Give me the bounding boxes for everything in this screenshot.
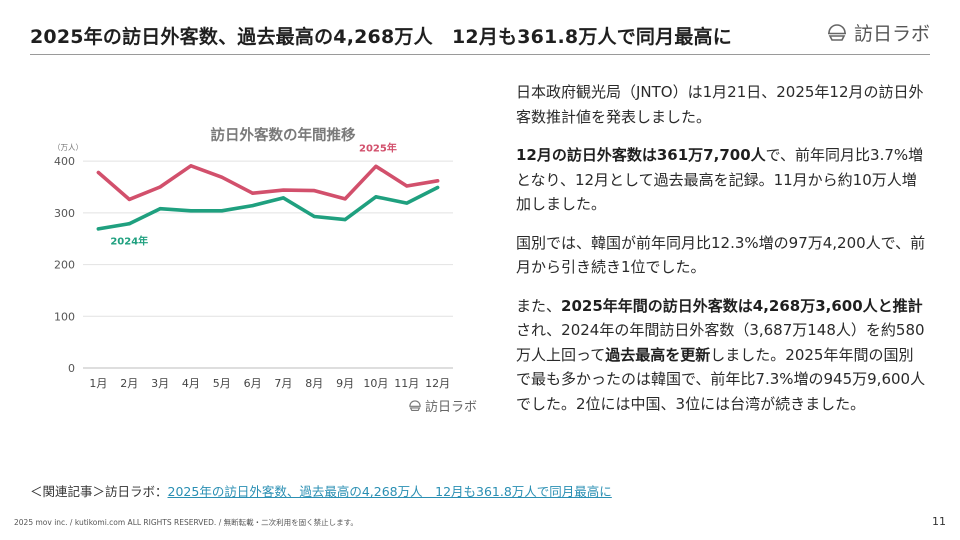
y-tick-label: 0 [68,362,75,375]
data-point [343,218,347,222]
data-point [343,197,347,201]
data-point [312,214,316,219]
slide-title: 2025年の訪日外客数、過去最高の4,268万人 12月も361.8万人で同月最… [30,26,732,48]
paragraph-2-highlight: 12月の訪日外客数は361万7,700人 [516,146,766,164]
data-point [281,188,286,192]
paragraph-1: 日本政府観光局（JNTO）は1月21日、2025年12月の訪日外客数推計値を発表… [516,83,924,126]
data-point [158,185,162,189]
x-tick-label: 6月 [244,377,262,390]
paragraph-2: 12月の訪日外客数は361万7,700人で、前年同月比3.7%増となり、12月と… [516,143,926,217]
data-point [96,227,101,231]
data-point [405,184,409,188]
data-point [127,222,131,226]
x-tick-label: 3月 [151,377,169,390]
paragraph-4-highlight-2: 過去最高を更新 [605,345,711,364]
paragraph-4-text-2: しました。2025年年間の国別で最も多かったのは韓国で、前年比7.3%増の945… [516,345,926,413]
slide-header: 2025年の訪日外客数、過去最高の4,268万人 12月も361.8万人で同月最… [30,14,930,54]
y-tick-label: 200 [54,259,75,272]
related-prefix: ＜関連記事＞訪日ラボ： [30,484,168,499]
x-tick-label: 2月 [120,377,138,390]
x-tick-label: 11月 [394,377,419,390]
x-tick-label: 8月 [305,377,323,390]
paragraph-4-lead: また、 [516,296,562,315]
data-point [281,196,286,200]
paragraph-4-text-1: され、2024年の年間訪日外客数（3,687万148人）を約580万人上回って [516,321,925,364]
y-tick-label: 400 [54,155,75,168]
x-tick-label: 9月 [336,377,354,390]
data-point [435,185,440,190]
logo-text: 訪日ラボ [853,23,930,45]
logo-mark-icon [827,23,846,41]
line-chart: 訪日外客数の年間推移 （万人） 0 100 200 300 400 1月 2月 3月 4月 5月 6… [40,110,500,420]
chart-canvas: 訪日外客数の年間推移 （万人） 0 100 200 300 400 1月 2月 3月 4月 5月 6… [53,126,453,390]
y-axis-unit: （万人） [53,143,83,152]
brand-logo: 訪日ラボ [826,19,930,46]
paragraph-4-highlight-1: 2025年年間の訪日外客数は4,268万3,600人と推計 [561,296,923,315]
x-tick-label: 7月 [274,377,292,390]
watermark-text: 訪日ラボ [425,400,478,415]
x-tick-label: 4月 [182,377,200,390]
data-point [220,209,224,213]
data-point [250,204,255,208]
data-point [405,201,409,205]
chart-watermark: 訪日ラボ [408,396,477,415]
article-body: 日本政府観光局（JNTO）は1月21日、2025年12月の訪日外客数推計値を発表… [516,80,926,430]
data-point [250,191,255,195]
series-line-1 [96,163,440,202]
x-tick-label: 5月 [213,377,231,390]
data-point [220,175,224,179]
watermark-logo-icon [409,399,421,411]
data-point [96,170,101,175]
related-article: ＜関連記事＞訪日ラボ：2025年の訪日外客数、過去最高の4,268万人 12月も… [30,481,612,500]
data-point [189,164,193,168]
data-point [312,189,316,193]
related-article-link[interactable]: 2025年の訪日外客数、過去最高の4,268万人 12月も361.8万人で同月最… [167,484,612,499]
y-tick-label: 300 [54,207,75,220]
data-point [374,164,378,168]
y-tick-label: 100 [54,310,75,323]
copyright-footer: 2025 mov inc. / kutikomi.com ALL RIGHTS … [14,518,358,527]
series-label-2025: 2025年 [359,141,397,154]
x-tick-label: 10月 [363,377,388,390]
data-point [127,197,131,202]
header-divider [30,54,930,55]
paragraph-2-text: で、前年同月比3.7%増となり、12月として過去最高を記録。11月から約10万人… [516,146,924,213]
paragraph-4: また、2025年年間の訪日外客数は4,268万3,600人と推計され、2024年… [516,294,926,417]
data-point [435,179,440,183]
series-label-2024: 2024年 [110,235,148,248]
data-point [158,207,162,211]
page-number: 11 [932,515,946,528]
x-tick-label: 1月 [89,377,107,390]
data-point [374,195,378,199]
paragraph-3: 国別では、韓国が前年同月比12.3%増の97万4,200人で、前月から引き続き1… [516,233,926,277]
chart-title: 訪日外客数の年間推移 [211,126,356,144]
x-tick-label: 12月 [425,377,450,390]
data-point [189,209,193,213]
series-line-2 [96,185,440,231]
